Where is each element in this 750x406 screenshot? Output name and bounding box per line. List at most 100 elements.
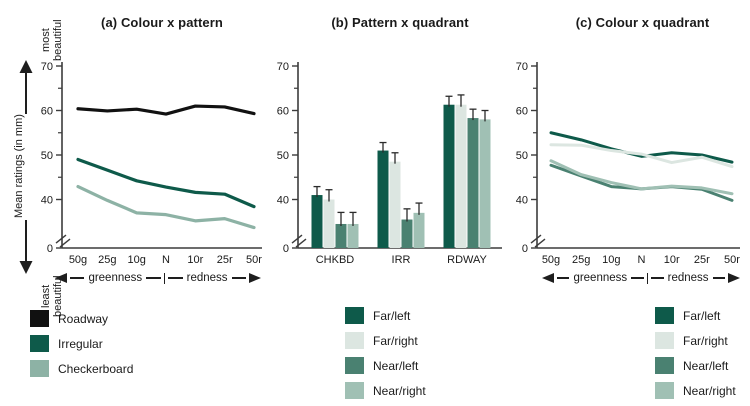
series-line-roadway (76, 104, 256, 116)
series-line-irregular (76, 157, 256, 209)
y-tick-label: 40 (516, 195, 528, 207)
y-tick-label: 40 (41, 195, 53, 207)
legend-item: Irregular (30, 335, 133, 352)
x-category-label: 10r (664, 254, 680, 266)
panel-a-x-arrow-annotation: greenness redness (55, 272, 261, 284)
legend-label: Near/left (683, 358, 729, 373)
panel-c-title: (c) Colour x quadrant (575, 15, 710, 30)
bar-far-left (377, 150, 389, 248)
chart-a-canvas: 0 40 50 60 70 50g 25g 10g N 10r 25r 50r (41, 61, 263, 266)
legend-item: Near/right (345, 382, 426, 399)
legend-label: Near/left (373, 358, 419, 373)
bar-far-right (455, 104, 467, 248)
greenness-label: greenness (88, 272, 143, 284)
bar-near-left (401, 219, 413, 248)
legend-item: Roadway (30, 310, 133, 327)
bar-near-left (335, 223, 347, 248)
y-tick-label: 60 (41, 106, 53, 118)
legend-label: Irregular (58, 336, 103, 351)
up-arrow-icon (19, 60, 33, 114)
legend-item: Checkerboard (30, 360, 133, 377)
panel-b-legend: Far/left Far/right Near/left Near/right (345, 307, 426, 406)
x-category-label: 25g (98, 254, 116, 266)
legend-swatch (345, 382, 364, 399)
panel-a-title: (a) Colour x pattern (101, 15, 223, 30)
legend-swatch (655, 307, 674, 324)
right-arrowhead-icon (727, 273, 740, 283)
x-category-label: 50g (69, 254, 87, 266)
right-arrowhead-icon (248, 273, 261, 283)
panel-a-legend: Roadway Irregular Checkerboard (30, 310, 133, 385)
legend-item: Near/right (655, 382, 736, 399)
panel-c-legend: Far/left Far/right Near/left Near/right (655, 307, 736, 406)
y-tick-label: 60 (516, 106, 528, 118)
bar-near-left (467, 118, 479, 248)
legend-swatch (345, 307, 364, 324)
chart-b-canvas: 0 40 50 60 70 CHKBD IRR RDWAY (277, 61, 502, 266)
x-category-label: 25r (217, 254, 233, 266)
y-tick-label: 50 (516, 150, 528, 162)
series-line-far-left (549, 131, 734, 164)
series-line-checkerboard (76, 184, 256, 230)
legend-label: Far/right (683, 333, 728, 348)
y-tick-label: 60 (277, 106, 289, 118)
x-category-label: IRR (392, 254, 411, 266)
redness-label: redness (186, 272, 228, 284)
y-tick-label: 0 (283, 243, 289, 255)
legend-item: Far/left (655, 307, 736, 324)
bar-near-right (347, 223, 359, 248)
legend-item: Near/left (655, 357, 736, 374)
redness-label: redness (667, 272, 709, 284)
x-category-label: RDWAY (447, 254, 487, 266)
y-tick-label: 70 (41, 61, 53, 73)
legend-item: Far/right (655, 332, 736, 349)
legend-item: Far/right (345, 332, 426, 349)
legend-swatch (30, 310, 49, 327)
series-line-near-right (549, 159, 734, 196)
legend-label: Near/right (683, 383, 736, 398)
y-tick-label: 0 (47, 243, 53, 255)
bar-near-right (413, 212, 425, 248)
bar-far-left (311, 195, 323, 248)
legend-swatch (30, 360, 49, 377)
y-tick-label: 50 (277, 150, 289, 162)
panel-b-title: (b) Pattern x quadrant (331, 15, 469, 30)
y-tick-label: 40 (277, 195, 289, 207)
left-arrowhead-icon (542, 273, 554, 283)
x-category-label: 10r (187, 254, 203, 266)
legend-swatch (655, 332, 674, 349)
x-category-label: 10g (602, 254, 620, 266)
greenness-label: greenness (573, 272, 628, 284)
y-axis-label: Mean ratings (in mm) (13, 114, 25, 218)
legend-swatch (345, 357, 364, 374)
y-tick-label: 70 (277, 61, 289, 73)
y-tick-label: 70 (516, 61, 528, 73)
legend-label: Far/left (683, 308, 721, 323)
bar-far-left (443, 104, 455, 248)
bar-near-right (479, 119, 491, 249)
legend-label: Far/right (373, 333, 418, 348)
y-tick-label: 50 (41, 150, 53, 162)
x-category-label: 10g (127, 254, 145, 266)
x-category-label: 50g (542, 254, 560, 266)
legend-swatch (30, 335, 49, 352)
legend-swatch (655, 382, 674, 399)
legend-item: Far/left (345, 307, 426, 324)
legend-label: Roadway (58, 311, 109, 326)
y-tick-label: 0 (522, 243, 528, 255)
legend-swatch (345, 332, 364, 349)
x-category-label: N (162, 254, 170, 266)
x-category-label: CHKBD (316, 254, 355, 266)
down-arrow-icon (19, 220, 33, 274)
legend-label: Far/left (373, 308, 411, 323)
legend-label: Checkerboard (58, 361, 134, 376)
bar-far-right (323, 199, 335, 248)
x-category-label: 25r (694, 254, 710, 266)
x-category-label: 50r (246, 254, 262, 266)
legend-item: Near/left (345, 357, 426, 374)
x-category-label: 25g (572, 254, 590, 266)
x-category-label: 50r (724, 254, 740, 266)
x-category-label: N (638, 254, 646, 266)
legend-swatch (655, 357, 674, 374)
